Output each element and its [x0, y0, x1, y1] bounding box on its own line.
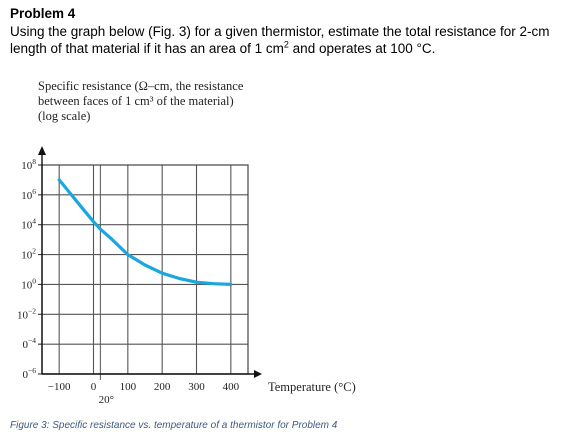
x-axis-arrow	[254, 370, 262, 378]
x-extra-label-20: 20°	[99, 394, 114, 406]
area-exponent: 2	[283, 39, 289, 50]
y-tick-base-4: 10	[21, 279, 33, 291]
problem-text-main: Using the graph below (Fig. 3) for a giv…	[10, 24, 550, 56]
y-tick-exp-1: 6	[32, 187, 36, 196]
y-tick-base-0: 10	[21, 160, 33, 172]
y-tick-exp-7: −6	[28, 366, 36, 375]
x-tick-label-4: 300	[188, 381, 205, 393]
y-tick-label-3: 102	[21, 247, 36, 262]
x-tick-label-3: 200	[154, 381, 171, 393]
y-tick-exp-6: −4	[28, 336, 36, 345]
ylabel-line-2: between faces of 1 cm³ of the material)	[38, 94, 234, 108]
y-tick-base-5: 10	[17, 309, 29, 321]
y-tick-label-1: 106	[21, 187, 36, 202]
y-tick-label-6: 0−4	[23, 336, 37, 351]
y-tick-label-2: 104	[21, 217, 36, 232]
y-tick-label-0: 108	[21, 157, 36, 172]
problem-title: Problem 4	[10, 6, 76, 21]
x-tick-label-5: 400	[223, 381, 240, 393]
ylabel-line-3: (log scale)	[38, 109, 90, 123]
y-tick-label-5: 10−2	[17, 306, 36, 321]
x-tick-label-1: 0	[91, 381, 97, 393]
axis-layer	[38, 146, 262, 378]
y-tick-exp-2: 4	[32, 217, 36, 226]
figure-caption: Figure 3: Specific resistance vs. temper…	[10, 420, 338, 431]
y-tick-base-6: 0	[23, 339, 29, 351]
resistance-chart: Specific resistance (Ω–cm, the resistanc…	[17, 79, 356, 406]
ylabel-line-1: Specific resistance (Ω–cm, the resistanc…	[38, 79, 244, 93]
problem-statement: Using the graph below (Fig. 3) for a giv…	[10, 23, 580, 57]
y-tick-exp-3: 2	[32, 247, 36, 256]
y-tick-exp-0: 8	[32, 157, 36, 166]
y-axis-arrow	[38, 146, 46, 155]
y-tick-base-1: 10	[21, 190, 33, 202]
x-axis-title: Temperature (°C)	[268, 380, 356, 394]
y-tick-exp-4: 0	[32, 276, 36, 285]
x-tick-label-0: −100	[48, 381, 71, 393]
y-tick-base-3: 10	[21, 250, 33, 262]
x-tick-label-2: 100	[120, 381, 137, 393]
y-tick-base-7: 0	[23, 369, 29, 381]
series-layer	[57, 178, 233, 286]
y-tick-label-7: 0−6	[23, 366, 37, 381]
problem-text-end: and operates at 100 °C.	[288, 41, 436, 56]
series-line-0	[57, 178, 233, 286]
y-tick-exp-5: −2	[28, 306, 36, 315]
y-tick-base-2: 10	[21, 220, 33, 232]
y-tick-label-4: 100	[21, 276, 36, 291]
